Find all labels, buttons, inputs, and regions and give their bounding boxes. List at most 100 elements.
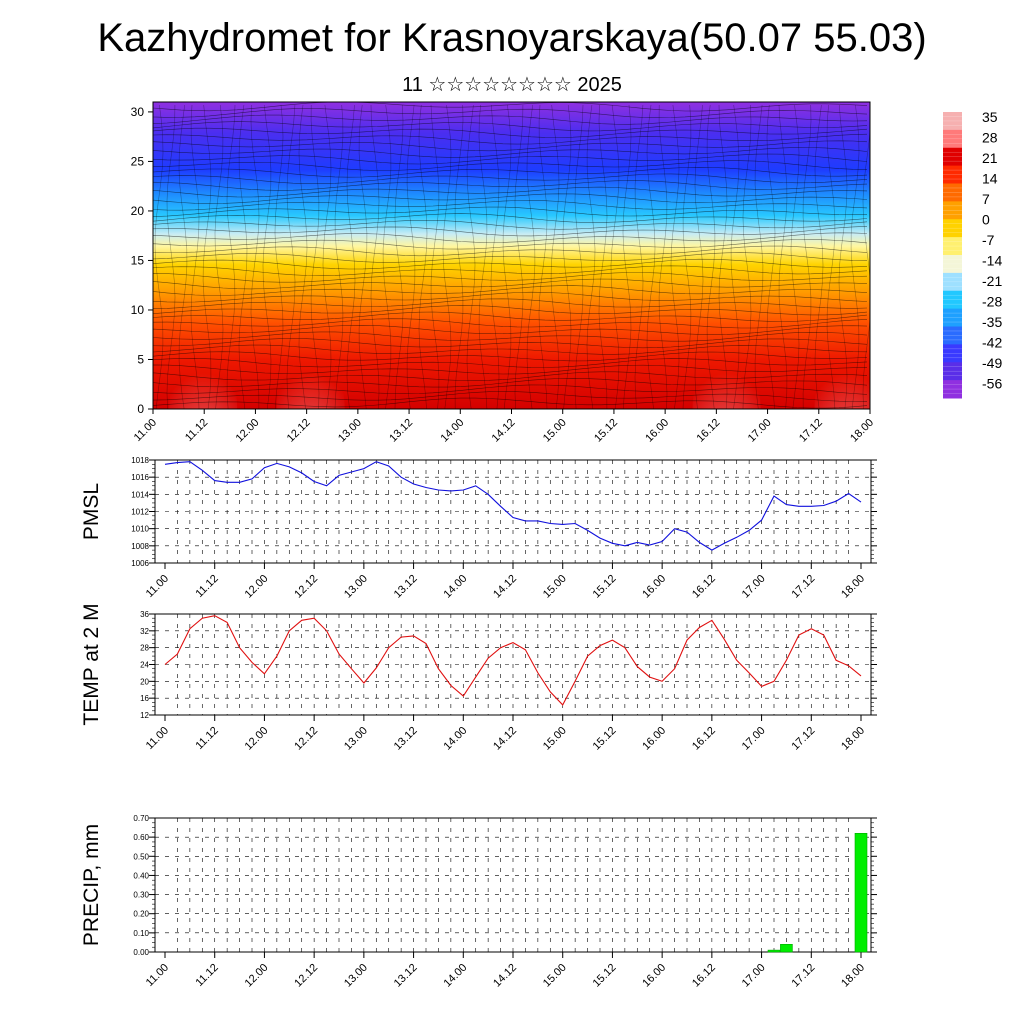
streamline — [153, 160, 868, 171]
x-tick-label: 17.12 — [789, 573, 817, 601]
x-tick-label: 14.00 — [438, 417, 466, 445]
colorbar-swatch — [943, 147, 962, 167]
streamline — [153, 140, 868, 152]
x-tick-label: 16.12 — [690, 962, 718, 990]
y-tick-label: 1014 — [131, 490, 149, 499]
streamline — [466, 104, 476, 409]
precip-bar — [767, 949, 781, 953]
streamline — [778, 104, 788, 409]
y-tick-label: 0.70 — [133, 814, 149, 823]
x-tick-label: 13.12 — [392, 962, 420, 990]
streamline — [298, 104, 308, 409]
streamline — [153, 338, 868, 349]
y-tick-label: 0.10 — [133, 929, 149, 938]
streamline — [574, 104, 584, 409]
streamline — [502, 104, 512, 409]
colorbar-swatch — [943, 344, 962, 363]
y-tick-label: 1016 — [131, 473, 149, 482]
colorbar-swatch — [943, 112, 962, 131]
x-tick-label: 17.12 — [797, 417, 825, 445]
streamline — [718, 104, 728, 409]
page-subtitle: 11 ☆☆☆☆☆☆☆☆ 2025 — [402, 74, 622, 96]
streamline — [153, 220, 868, 230]
streamline — [658, 104, 668, 409]
x-tick-label: 12.00 — [243, 725, 271, 753]
x-tick-label: 15.00 — [541, 725, 569, 753]
streamline — [154, 104, 164, 409]
streamline — [153, 166, 868, 178]
y-tick-label: 24 — [140, 661, 149, 670]
x-tick-label: 16.00 — [640, 573, 668, 601]
streamline — [153, 232, 868, 243]
streamline — [190, 104, 200, 409]
colorbar-label: -42 — [982, 335, 1002, 351]
y-tick-label: 20 — [140, 677, 149, 686]
streamline — [346, 104, 356, 409]
streamline — [838, 104, 848, 409]
streamline — [394, 104, 404, 409]
y-tick-label: 1010 — [131, 525, 149, 534]
y-tick-label: 32 — [140, 627, 149, 636]
streamline — [214, 104, 224, 409]
x-tick-label: 18.00 — [839, 725, 867, 753]
y-axis-label: PRECIP, mm — [80, 824, 103, 946]
streamline — [766, 104, 776, 409]
streamline — [550, 104, 560, 409]
grid — [155, 614, 871, 715]
x-tick-label: 17.00 — [746, 417, 774, 445]
streamline — [153, 357, 868, 368]
streamline — [814, 104, 824, 409]
streamline — [682, 104, 692, 409]
streamline — [514, 104, 524, 409]
streamline — [670, 104, 680, 409]
streamline — [153, 311, 868, 322]
streamline — [153, 258, 868, 270]
streamline — [153, 206, 868, 218]
x-tick-label: 13.12 — [392, 573, 420, 601]
colorbar-label: 21 — [982, 150, 998, 166]
x-tick-label: 15.12 — [592, 417, 620, 445]
grid — [155, 460, 871, 563]
streamline — [153, 127, 868, 138]
colorbar-swatch — [943, 201, 962, 220]
streamline — [406, 104, 416, 409]
streamline — [754, 104, 764, 409]
x-tick-label: 11.00 — [132, 417, 159, 444]
y-axis-label: PMSL — [80, 483, 103, 540]
y-tick-label: 25 — [131, 154, 145, 168]
x-tick-label: 15.00 — [541, 417, 569, 445]
streamline — [153, 291, 868, 303]
x-tick-label: 13.12 — [387, 417, 415, 445]
streamline — [153, 114, 868, 125]
streamline — [202, 104, 212, 409]
streamline — [153, 133, 868, 145]
precip-bar — [780, 943, 793, 953]
x-tick-label: 16.00 — [643, 417, 671, 445]
x-tick-label: 16.00 — [640, 962, 668, 990]
colorbar-label: -7 — [982, 232, 995, 248]
x-tick-label: 16.12 — [690, 573, 718, 601]
streamline — [454, 104, 464, 409]
x-tick-label: 16.12 — [690, 725, 718, 753]
streamline — [153, 377, 868, 388]
streamline — [153, 121, 868, 132]
streamline — [358, 104, 368, 409]
streamline — [153, 239, 868, 250]
colorbar-label: 35 — [982, 109, 998, 125]
streamline — [646, 104, 656, 409]
x-tick-label: 13.00 — [342, 962, 370, 990]
colorbar-swatch — [943, 255, 962, 274]
x-tick-label: 15.00 — [541, 573, 569, 601]
streamline — [153, 265, 868, 277]
colorbar-label: 28 — [982, 130, 998, 146]
streamline — [153, 186, 868, 198]
colorbar-swatch — [943, 183, 962, 202]
x-tick-label: 17.00 — [740, 573, 768, 601]
warm-spot — [169, 349, 238, 409]
x-tick-label: 12.12 — [292, 725, 320, 753]
streamline — [730, 104, 740, 409]
y-tick-label: 10 — [131, 303, 145, 317]
streamline — [790, 104, 800, 409]
colorbar: 35 28 21 14 7 0 -7 -14 -21 -28 -35 -42 -49 -56 — [943, 109, 1002, 399]
